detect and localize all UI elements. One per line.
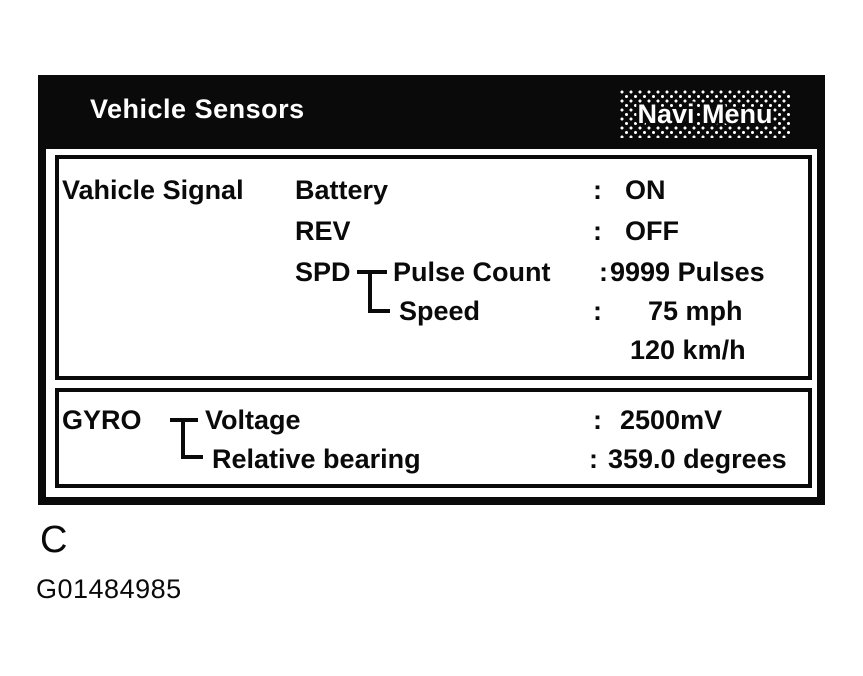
figure-code: G01484985 — [36, 574, 182, 604]
gyro-bracket-vertical — [181, 418, 185, 459]
battery-value: ON — [625, 175, 666, 205]
spd-bracket-vertical — [368, 270, 372, 313]
rev-separator: : — [593, 216, 602, 246]
page-title: Vehicle Sensors — [90, 94, 305, 124]
relative-bearing-separator: : — [589, 444, 598, 474]
speed-label: Speed — [399, 296, 481, 326]
vehicle-signal-panel: Vahicle Signal Battery : ON REV : OFF SP… — [55, 155, 812, 380]
spd-bracket-top-tick — [357, 270, 387, 274]
pulse-count-separator: : — [599, 257, 608, 287]
navi-menu-button-label: Navi Menu — [637, 98, 773, 129]
figure-letter: C — [40, 519, 68, 561]
speed-separator: : — [593, 296, 602, 326]
gyro-group-label: GYRO — [62, 405, 142, 435]
voltage-label: Voltage — [205, 405, 301, 435]
relative-bearing-label: Relative bearing — [212, 444, 421, 474]
gyro-panel: GYRO Voltage : 2500mV Relative bearing :… — [55, 388, 812, 488]
rev-label: REV — [295, 216, 351, 246]
voltage-separator: : — [593, 405, 602, 435]
pulse-count-value: 9999 Pulses — [610, 257, 765, 287]
gyro-bracket-bottom-tick — [181, 455, 203, 459]
rev-value: OFF — [625, 216, 679, 246]
battery-separator: : — [593, 175, 602, 205]
pulse-count-label: Pulse Count — [393, 257, 551, 287]
signal-panel-heading: Vahicle Signal — [62, 175, 244, 205]
battery-label: Battery — [295, 175, 389, 205]
speed-value-mph: 75 mph — [648, 296, 743, 326]
voltage-value: 2500mV — [620, 405, 723, 435]
speed-value-kmh: 120 km/h — [630, 335, 746, 365]
navi-menu-button[interactable]: Navi Menu — [620, 90, 790, 138]
spd-bracket-bottom-tick — [368, 309, 390, 313]
nav-diagnostic-screen: Vehicle Sensors Navi Menu Vahicle Signal… — [38, 75, 825, 505]
relative-bearing-value: 359.0 degrees — [608, 444, 787, 474]
spd-group-label: SPD — [295, 257, 351, 287]
title-bar: Vehicle Sensors Navi Menu — [46, 75, 817, 149]
